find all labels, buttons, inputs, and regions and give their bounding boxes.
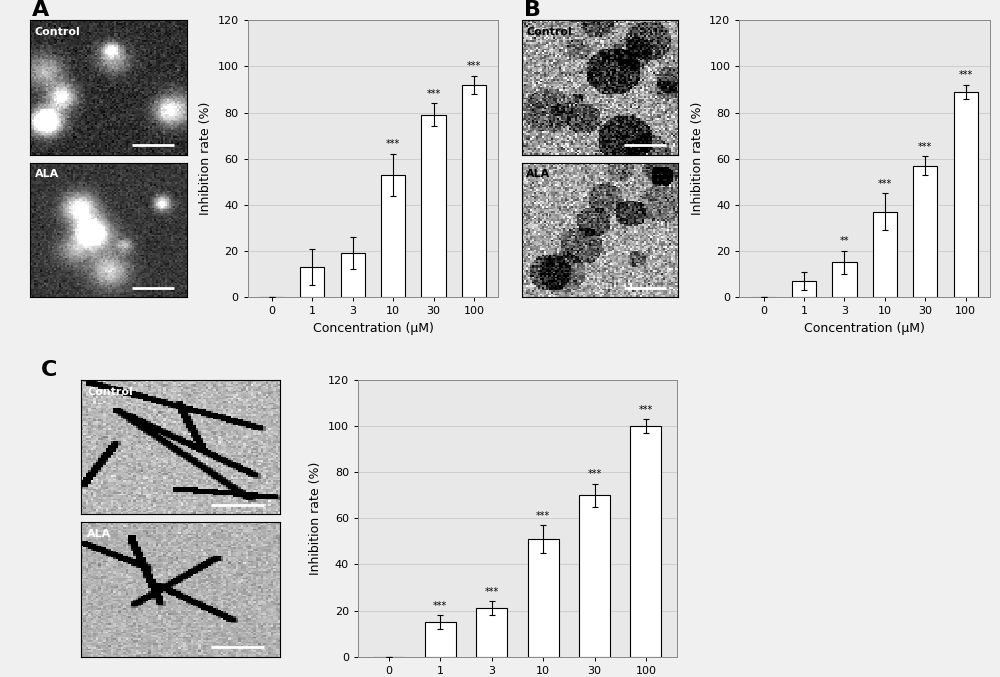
Y-axis label: Inhibition rate (%): Inhibition rate (%): [691, 102, 704, 215]
Text: ***: ***: [639, 405, 653, 414]
Bar: [381, 175, 405, 297]
Y-axis label: Inhibition rate (%): Inhibition rate (%): [199, 102, 212, 215]
Bar: [425, 622, 456, 657]
Text: ***: ***: [467, 61, 481, 71]
Text: ***: ***: [485, 587, 499, 596]
Text: ***: ***: [587, 469, 602, 479]
Bar: [954, 92, 978, 297]
Text: A: A: [32, 0, 49, 20]
Bar: [462, 85, 486, 297]
Text: C: C: [41, 360, 58, 380]
Bar: [873, 212, 897, 297]
Bar: [341, 253, 365, 297]
Text: ***: ***: [386, 139, 400, 150]
Text: **: **: [840, 236, 849, 246]
Bar: [630, 426, 661, 657]
Text: ***: ***: [433, 600, 447, 611]
Text: ***: ***: [426, 89, 441, 99]
Y-axis label: Inhibition rate (%): Inhibition rate (%): [309, 462, 322, 575]
Text: ALA: ALA: [35, 169, 59, 179]
Bar: [579, 496, 610, 657]
Bar: [528, 539, 559, 657]
Bar: [792, 281, 816, 297]
X-axis label: Concentration (μM): Concentration (μM): [313, 322, 433, 334]
Bar: [300, 267, 324, 297]
Bar: [421, 115, 446, 297]
Text: ***: ***: [918, 141, 932, 152]
Text: ALA: ALA: [526, 169, 551, 179]
X-axis label: Concentration (μM): Concentration (μM): [804, 322, 925, 334]
Text: Control: Control: [87, 387, 133, 397]
Text: ***: ***: [878, 179, 892, 189]
Bar: [913, 166, 937, 297]
Text: ALA: ALA: [87, 529, 111, 539]
Bar: [476, 608, 507, 657]
Text: B: B: [524, 0, 541, 20]
Text: Control: Control: [526, 27, 572, 37]
Text: Control: Control: [35, 27, 80, 37]
Bar: [832, 263, 857, 297]
Text: ***: ***: [536, 510, 550, 521]
Text: ***: ***: [959, 70, 973, 81]
